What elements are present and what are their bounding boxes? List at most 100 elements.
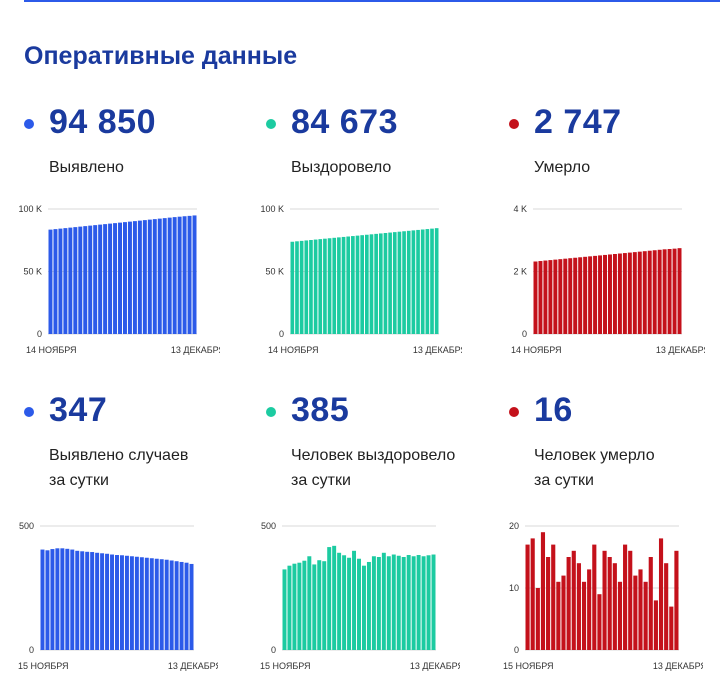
bar — [538, 261, 543, 334]
y-tick-label: 500 — [261, 521, 276, 531]
bar — [576, 563, 581, 650]
bar — [366, 561, 371, 650]
x-tick-label: 13 ДЕКАБРЯ — [410, 661, 460, 671]
bar — [142, 220, 147, 334]
stat-value: 16 — [534, 391, 573, 429]
x-tick-label: 14 НОЯБРЯ — [511, 345, 562, 355]
bar — [157, 218, 162, 334]
bar — [144, 557, 149, 650]
bar — [40, 549, 45, 650]
bar — [383, 233, 388, 334]
bar — [533, 261, 538, 334]
bar — [90, 552, 95, 650]
x-tick-label: 15 НОЯБРЯ — [260, 661, 311, 671]
bar — [307, 556, 312, 650]
bar — [664, 563, 669, 650]
y-tick-label: 10 — [509, 583, 519, 593]
bar — [566, 557, 571, 650]
top-accent-line — [24, 0, 720, 2]
stat-value: 94 850 — [49, 103, 156, 141]
bar — [118, 222, 122, 334]
bar — [386, 556, 391, 650]
bar — [172, 217, 177, 334]
y-tick-label: 50 K — [23, 267, 42, 277]
y-tick-label: 100 K — [18, 204, 42, 214]
bar — [93, 225, 98, 334]
stat-value: 385 — [291, 391, 350, 429]
y-tick-label: 50 K — [265, 267, 284, 277]
bar — [127, 221, 132, 334]
bar — [132, 221, 137, 334]
bar — [578, 257, 583, 334]
bar — [48, 229, 53, 334]
chart-4: 0 500 15 НОЯБРЯ 13 ДЕКАБРЯ — [18, 521, 218, 671]
x-tick-label: 13 ДЕКАБРЯ — [653, 661, 703, 671]
bar — [416, 229, 420, 334]
y-tick-label: 0 — [271, 645, 276, 655]
bar — [548, 260, 553, 334]
bar — [124, 555, 129, 650]
bar — [174, 561, 179, 650]
bar — [617, 581, 623, 650]
stat-card: 385 Человек выздоровело за сутки 0 500 15 НО… — [260, 288, 506, 671]
bar — [653, 600, 658, 650]
bar — [662, 249, 667, 334]
bar — [189, 563, 194, 650]
bar — [355, 235, 360, 334]
bar — [643, 581, 648, 650]
bar — [282, 569, 287, 650]
bar — [401, 557, 406, 650]
bar — [612, 563, 617, 650]
x-tick-label: 15 НОЯБРЯ — [503, 661, 554, 671]
bar — [169, 560, 174, 650]
bar — [420, 229, 425, 334]
bar — [317, 560, 322, 650]
bar — [113, 223, 118, 334]
bar — [568, 258, 573, 334]
bar — [425, 229, 430, 334]
bar — [108, 223, 113, 334]
stat-value: 84 673 — [291, 103, 398, 141]
bar — [292, 563, 297, 650]
bar — [388, 232, 392, 334]
bar — [402, 231, 406, 334]
y-tick-label: 0 — [29, 645, 34, 655]
bar — [430, 228, 434, 334]
bar — [397, 231, 402, 334]
bar — [357, 558, 361, 650]
bar — [68, 227, 73, 334]
bar — [327, 238, 332, 334]
bar — [63, 228, 68, 334]
x-tick-label: 13 ДЕКАБРЯ — [413, 345, 462, 355]
x-tick-label: 15 НОЯБРЯ — [18, 661, 69, 671]
series-dot-icon — [24, 407, 34, 417]
bar — [177, 216, 182, 334]
stat-label: Выявлено — [49, 159, 124, 176]
bar — [672, 248, 677, 334]
bar — [322, 561, 327, 650]
bar — [674, 550, 679, 650]
bar — [426, 555, 431, 650]
bar — [632, 252, 637, 334]
y-tick-label: 0 — [522, 329, 527, 339]
stat-label: Выявлено случаев за сутки — [49, 447, 189, 489]
bar — [167, 217, 172, 334]
bar — [184, 562, 189, 650]
bar — [73, 227, 78, 334]
bar — [332, 545, 337, 650]
bar — [525, 544, 530, 650]
bar — [434, 228, 439, 334]
bar — [75, 550, 80, 650]
stat-card: 94 850 Выявлено 0 50 K 100 K 14 НОЯБРЯ 13 ДЕКА… — [18, 0, 264, 355]
bar — [179, 561, 184, 650]
bar — [312, 564, 317, 650]
bar — [543, 260, 548, 334]
bar — [583, 256, 588, 334]
bar — [78, 226, 83, 334]
bar — [53, 229, 58, 334]
bar — [352, 550, 357, 650]
bar — [337, 552, 342, 650]
bar — [347, 557, 352, 650]
bar — [396, 555, 401, 650]
bar — [341, 236, 346, 334]
